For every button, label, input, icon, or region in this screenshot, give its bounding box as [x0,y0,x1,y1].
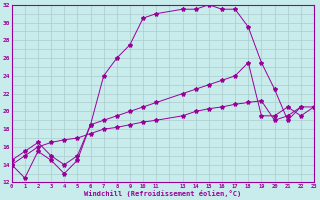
X-axis label: Windchill (Refroidissement éolien,°C): Windchill (Refroidissement éolien,°C) [84,190,242,197]
